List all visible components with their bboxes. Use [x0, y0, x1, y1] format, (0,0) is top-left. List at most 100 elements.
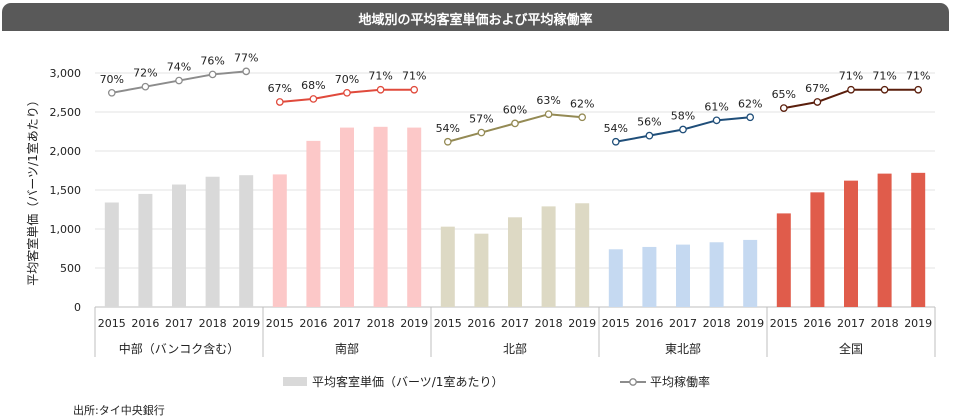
y-tick-label: 2,500 [50, 106, 82, 119]
occupancy-label: 76% [200, 54, 224, 67]
occupancy-label: 56% [637, 116, 661, 129]
bar [608, 249, 623, 307]
chart-title: 地域別の平均客室単価および平均稼働率 [358, 13, 593, 28]
group-label: 東北部 [665, 341, 701, 356]
bar [407, 127, 422, 307]
bar [743, 239, 758, 307]
legend-line-label: 平均稼働率 [650, 374, 710, 389]
occupancy-point [712, 116, 721, 125]
occupancy-line [447, 113, 583, 143]
occupancy-point [309, 95, 318, 103]
occupancy-label: 62% [570, 97, 594, 110]
x-tick-label: 2019 [904, 317, 932, 330]
occupancy-point [511, 119, 519, 128]
bar [340, 127, 354, 307]
occupancy-point [578, 113, 587, 122]
bar [440, 226, 455, 307]
bar [239, 175, 254, 307]
occupancy-point [175, 76, 183, 85]
group-label: 全国 [839, 341, 863, 356]
x-tick-label: 2015 [98, 317, 126, 330]
group-label: 南部 [335, 341, 359, 356]
bar [373, 126, 388, 307]
occupancy-point [275, 98, 284, 106]
occupancy-label: 72% [133, 67, 157, 80]
bar [877, 173, 892, 307]
occupancy-label: 71% [402, 70, 426, 83]
bar [508, 217, 522, 307]
occupancy-label: 71% [906, 70, 930, 83]
occupancy-label: 77% [234, 51, 258, 64]
bar [642, 246, 657, 307]
y-tick-label: 1,500 [50, 184, 82, 197]
occupancy-point [208, 70, 217, 79]
x-tick-label: 2016 [131, 317, 159, 330]
x-tick-label: 2018 [199, 317, 227, 330]
bar [709, 242, 724, 307]
occupancy-point [779, 104, 788, 112]
occupancy-label: 68% [301, 79, 325, 92]
bar [911, 172, 926, 307]
occupancy-point [611, 137, 620, 146]
y-tick-label: 2,000 [50, 145, 82, 158]
y-tick-label: 1,000 [50, 223, 82, 236]
occupancy-label: 74% [167, 61, 191, 74]
occupancy-label: 67% [268, 82, 292, 95]
bar [138, 193, 153, 307]
y-tick-label: 500 [60, 262, 81, 275]
occupancy-label: 58% [671, 110, 695, 123]
occupancy-point [443, 137, 452, 146]
occupancy-point [107, 88, 116, 97]
bar [172, 184, 186, 307]
occupancy-label: 71% [839, 70, 863, 83]
y-tick-label: 3,000 [50, 67, 82, 80]
occupancy-point [410, 85, 419, 94]
group-label: 中部（バンコク含む） [119, 341, 240, 356]
legend-bar-swatch [283, 377, 307, 386]
occupancy-label: 61% [704, 100, 728, 113]
occupancy-point [376, 85, 385, 94]
occupancy-point [343, 88, 351, 97]
occupancy-label: 71% [872, 70, 896, 83]
group-label: 北部 [503, 341, 527, 356]
occupancy-point [544, 110, 553, 119]
x-tick-label: 2019 [568, 317, 596, 330]
legend-line-marker [629, 378, 637, 386]
x-tick-label: 2017 [501, 317, 529, 330]
occupancy-point [141, 82, 150, 91]
x-tick-label: 2015 [770, 317, 798, 330]
x-tick-label: 2017 [669, 317, 697, 330]
x-tick-label: 2016 [467, 317, 495, 330]
occupancy-point [914, 85, 923, 94]
x-tick-label: 2015 [602, 317, 630, 330]
occupancy-point [746, 113, 755, 122]
bar [306, 140, 321, 307]
x-tick-label: 2017 [333, 317, 361, 330]
occupancy-point [679, 125, 687, 134]
occupancy-point [477, 128, 486, 137]
x-tick-label: 2018 [535, 317, 563, 330]
source-note: 出所:タイ中央銀行 [73, 404, 165, 417]
occupancy-label: 71% [368, 70, 392, 83]
occupancy-point [645, 131, 654, 140]
occupancy-point [880, 85, 889, 94]
y-tick-label: 0 [74, 301, 81, 314]
occupancy-label: 60% [503, 103, 527, 116]
x-tick-label: 2017 [165, 317, 193, 330]
bar [776, 213, 791, 307]
y-axis-label: 平均客室単価（バーツ/1室あたり） [25, 94, 40, 285]
bar [474, 233, 489, 307]
x-tick-label: 2015 [266, 317, 294, 330]
x-tick-label: 2019 [232, 317, 260, 330]
x-tick-label: 2018 [703, 317, 731, 330]
occupancy-label: 54% [436, 122, 460, 135]
occupancy-point [847, 85, 855, 94]
x-tick-label: 2017 [837, 317, 865, 330]
bar [676, 244, 690, 307]
bar [541, 206, 556, 307]
occupancy-label: 57% [469, 113, 493, 126]
x-tick-label: 2016 [299, 317, 327, 330]
occupancy-label: 65% [772, 88, 796, 101]
x-tick-label: 2016 [803, 317, 831, 330]
bar [272, 174, 287, 307]
